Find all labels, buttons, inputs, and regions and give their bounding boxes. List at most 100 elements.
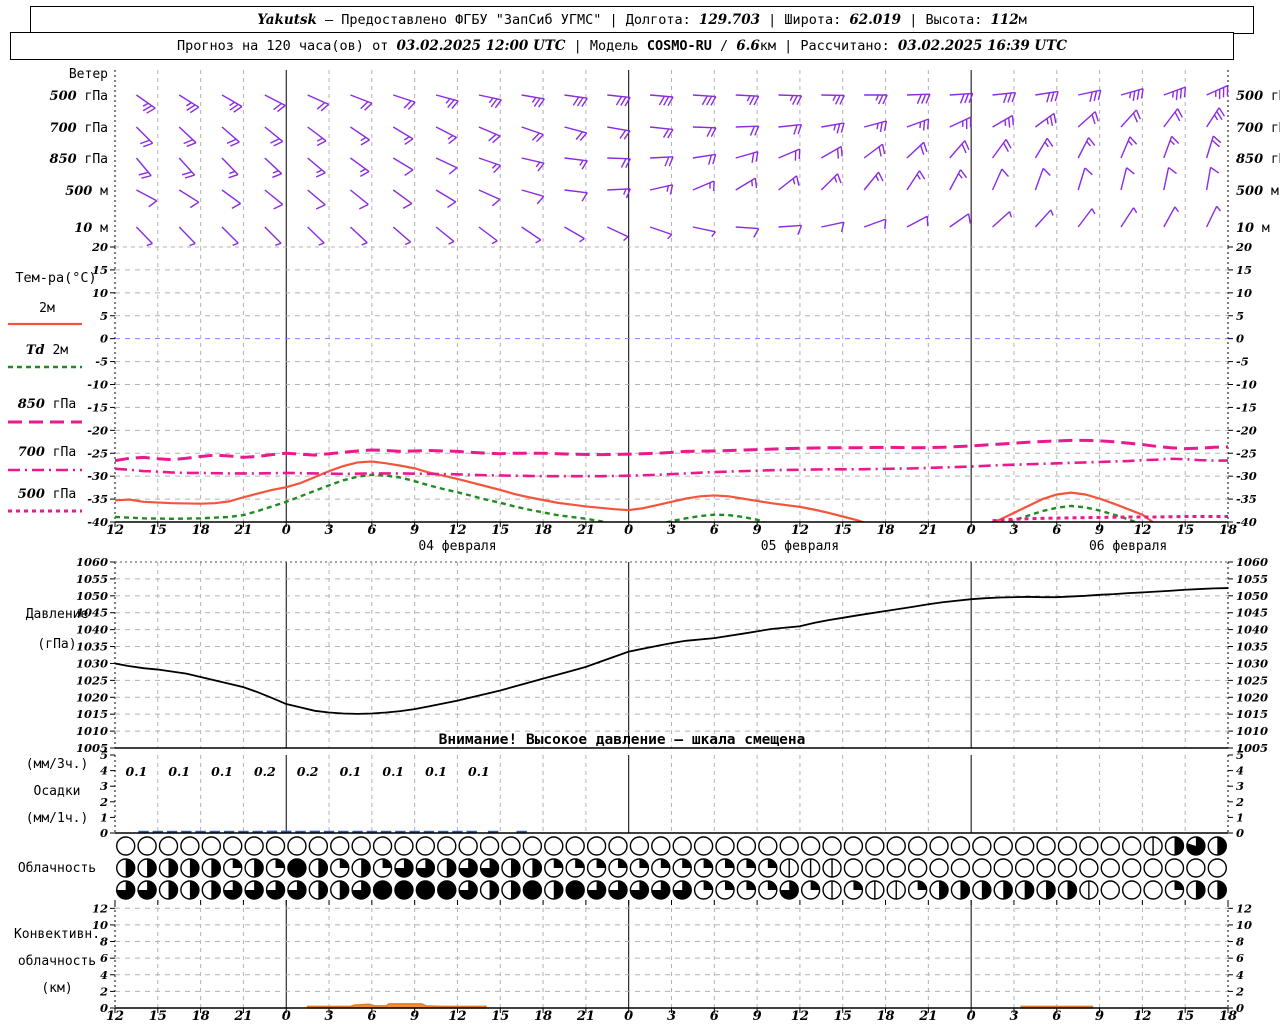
tick-label: 18: [534, 1009, 552, 1024]
precip-bar: [516, 830, 527, 833]
cloud-cover-symbol: [672, 836, 692, 856]
cloud-cover-symbol: [1121, 858, 1142, 878]
tick-label: -15: [87, 400, 108, 414]
date-label: 05 февраля: [761, 539, 839, 554]
header-segment: 6.6: [736, 38, 760, 54]
cloud-cover-symbol: [330, 836, 350, 856]
header-segment: | Высота:: [901, 12, 991, 28]
cloud-cover-symbol: [886, 836, 906, 856]
cloud-cover-symbol: [1143, 880, 1163, 900]
precip-bar: [152, 830, 164, 833]
wind-level-label: 500 гПа: [50, 89, 108, 104]
precip-3h-value: 0.2: [254, 764, 276, 779]
tick-label: 20: [1235, 240, 1252, 254]
wind-level-label: 700 гПа: [50, 121, 108, 136]
tick-label: 21: [233, 523, 252, 538]
cloud-cover-symbol: [137, 836, 157, 856]
precip-bar: [195, 830, 206, 833]
tick-label: 15: [92, 263, 108, 277]
temperature-panel-title: Тем-ра(°C): [15, 270, 96, 286]
tick-label: 6: [367, 523, 376, 538]
tick-label: 3: [1009, 523, 1018, 538]
pressure-panel-title: (гПа): [37, 637, 76, 652]
legend-label: 700 гПа: [18, 445, 76, 460]
cloud-cover-symbol: [993, 858, 1013, 878]
tick-label: 1030: [76, 656, 108, 670]
tick-label: 12: [791, 523, 809, 538]
cloud-cover-symbol: [1057, 836, 1078, 856]
pressure-warning: Внимание! Высокое давление — шкала смеще…: [439, 732, 806, 748]
precip-bar: [266, 830, 278, 833]
header-segment: 03.02.2025 12:00 UTC: [396, 38, 566, 54]
cloud-cover-symbol: [287, 836, 307, 856]
tick-label: 0: [624, 523, 633, 538]
cloud-cover-symbol: [1100, 836, 1120, 856]
header-segment: Прогноз на 120 часа(ов) от: [177, 38, 397, 54]
cloud-cover-symbol: [1186, 858, 1206, 878]
cloud-cover-symbol: [586, 836, 607, 856]
tick-label: 1025: [1236, 673, 1268, 687]
legend-label: Td 2м: [26, 343, 68, 358]
tick-label: 1045: [76, 606, 108, 620]
tick-label: 6: [710, 1009, 719, 1024]
tick-label: 5: [1236, 748, 1244, 762]
tick-label: 1025: [76, 673, 108, 687]
header-station-line: Yakutsk — Предоставлено ФГБУ "ЗапСиб УГМ…: [30, 6, 1254, 34]
wind-level-label: 700 гПа: [1236, 121, 1280, 136]
tick-label: 9: [1095, 523, 1104, 538]
tick-label: 0: [1236, 826, 1244, 840]
cloud-cover-symbol: [1143, 858, 1163, 878]
tick-label: -35: [1236, 492, 1257, 506]
cloud-cover-symbol: [1057, 858, 1078, 878]
meteogram-chart: Ветер 500 гПа 500 гПа 700 гПа 700 гПа 850 гПа…: [8, 67, 1280, 1024]
cloud-cover-symbol: [1014, 858, 1035, 878]
precip-bar: [323, 830, 335, 833]
precip-3h-value: 0.1: [340, 764, 362, 779]
temperature-panel: [115, 438, 1228, 522]
precipitation-panel: [138, 830, 527, 833]
cloud-cover-symbol: [972, 858, 992, 878]
tick-label: 12: [106, 523, 124, 538]
tick-label: 15: [1176, 1009, 1194, 1024]
convective-cloud-area: [306, 1003, 487, 1009]
header-forecast-line: Прогноз на 120 часа(ов) от 03.02.2025 12…: [10, 32, 1234, 60]
tick-label: 12: [106, 1009, 124, 1024]
precip-bar: [380, 830, 392, 833]
tick-label: 10: [1236, 918, 1252, 932]
precip-3h-value: 0.1: [425, 764, 447, 779]
cloud-cover-symbol: [800, 836, 821, 856]
cloud-cover-symbol: [736, 836, 757, 856]
axes: [110, 246, 1233, 1013]
header-segment: 112: [990, 12, 1019, 28]
tick-label: 10: [1236, 286, 1252, 300]
cloud-cover-symbol: [372, 836, 393, 856]
precip-bar: [238, 830, 249, 833]
tick-label: 0: [282, 523, 291, 538]
tick-label: 18: [192, 1009, 210, 1024]
tick-label: 3: [1009, 1009, 1018, 1024]
convective-panel-title: облачность: [18, 954, 96, 969]
cloud-cover-symbol: [715, 836, 735, 856]
tick-label: 3: [325, 523, 334, 538]
cloud-cover-symbol: [1121, 836, 1142, 856]
tick-label: -20: [1236, 423, 1257, 437]
header-segment: 62.019: [849, 12, 902, 28]
cloud-cover-symbol: [1036, 836, 1056, 856]
tick-label: 21: [918, 523, 937, 538]
tick-label: -30: [1236, 469, 1257, 483]
header-segment: COSMO-RU: [646, 38, 712, 54]
tick-label: 1005: [1236, 741, 1268, 755]
precip-3h-value: 0.2: [297, 764, 319, 779]
wind-level-label: 10 м: [74, 221, 108, 236]
cloud-cover-symbol: [693, 836, 714, 856]
tick-label: 1040: [76, 623, 108, 637]
cloud-cover-symbol: [822, 836, 842, 856]
tick-label: 1: [1236, 810, 1244, 824]
tick-label: -25: [1236, 446, 1257, 460]
date-label: 04 февраля: [418, 539, 496, 554]
cloud-cover-symbol: [565, 880, 585, 900]
tick-label: 15: [149, 1009, 167, 1024]
precip-bar: [395, 830, 406, 833]
tick-label: 15: [834, 1009, 852, 1024]
tick-label: -5: [1236, 355, 1249, 369]
